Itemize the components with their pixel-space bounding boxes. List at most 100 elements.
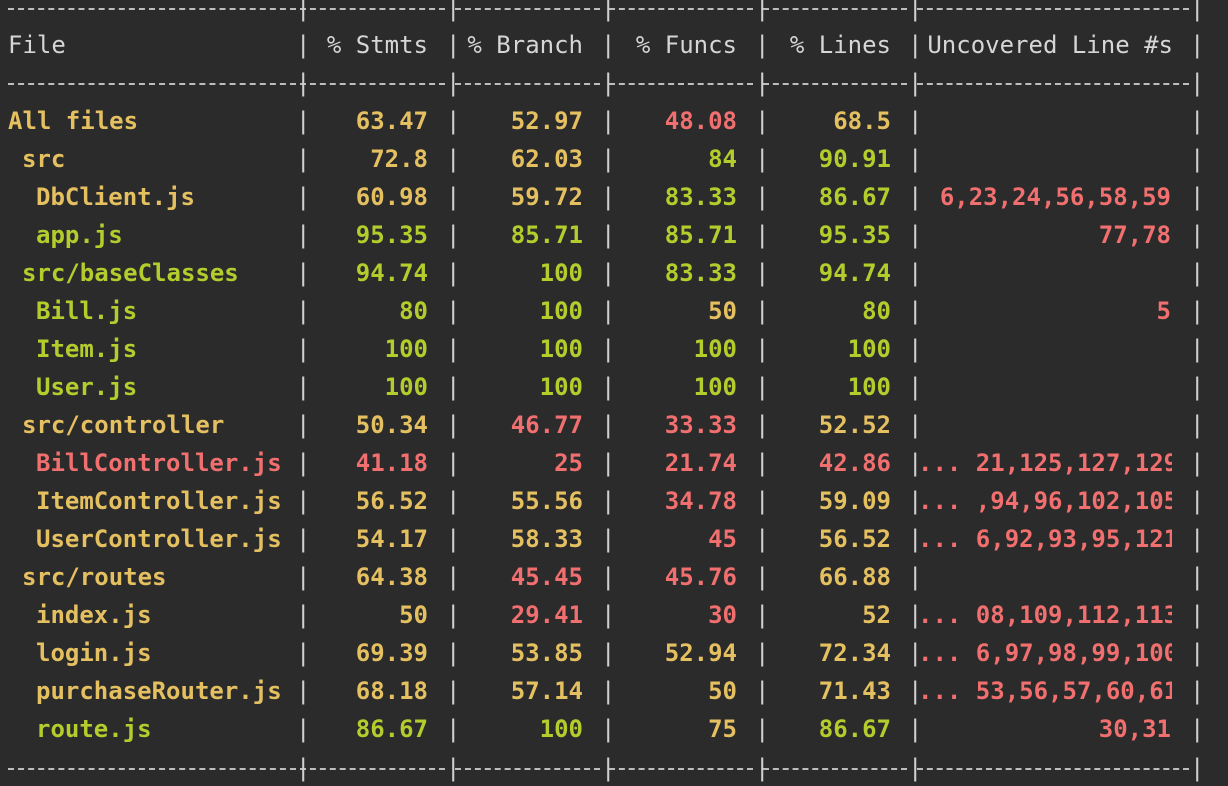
uncovered-lines [917,368,1171,406]
row-divider: | [601,487,616,515]
header-divider: | [755,31,770,59]
file-name: src/baseClasses [22,259,239,287]
file-name: ItemController.js [36,487,282,515]
file-name: src [22,145,66,173]
row-divider: | [446,297,461,325]
row-divider: | [446,601,461,629]
row-divider: | [296,677,311,705]
row-divider: | [1190,449,1205,477]
row-divider: | [601,677,616,705]
row-divider: | [446,259,461,287]
row-divider: | [446,183,461,211]
branch-value: 57.14 [510,677,583,705]
column-header-file: File [8,31,66,59]
lines-value: 68.5 [833,107,891,135]
separator-divider: | [755,69,770,97]
row-divider: | [908,449,923,477]
stmts-value: 50 [399,601,428,629]
uncovered-lines [917,330,1171,368]
row-divider: | [601,297,616,325]
file-name: BillController.js [36,449,282,477]
separator-dash [609,768,753,770]
row-divider: | [601,107,616,135]
row-divider: | [296,449,311,477]
uncovered-lines [917,140,1171,178]
separator-divider: | [601,754,616,782]
uncovered-lines: 30,31 [1098,715,1171,743]
row-divider: | [1190,677,1205,705]
file-name: route.js [36,715,152,743]
stmts-value: 72.8 [370,145,428,173]
row-divider: | [446,563,461,591]
row-divider: | [1190,411,1205,439]
funcs-value: 83.33 [664,183,737,211]
uncovered-lines [917,102,1171,140]
branch-value: 100 [539,259,583,287]
row-divider: | [755,373,770,401]
separator-dash [917,768,1189,770]
row-divider: | [908,525,923,553]
row-divider: | [755,183,770,211]
row-divider: | [446,677,461,705]
row-divider: | [296,297,311,325]
row-divider: | [755,145,770,173]
separator-dash [8,8,296,10]
column-header-stmts: % Stmts [326,31,428,59]
uncovered-lines: ... 53,56,57,60,61 [918,677,1172,705]
separator-dash [455,8,600,10]
stmts-value: 100 [384,335,428,363]
row-divider: | [446,449,461,477]
header-divider: | [446,31,461,59]
separator-dash [917,8,1189,10]
row-divider: | [1190,107,1205,135]
row-divider: | [296,715,311,743]
row-divider: | [755,221,770,249]
file-name: login.js [36,639,152,667]
lines-value: 94.74 [818,259,891,287]
row-divider: | [601,563,616,591]
separator-divider: | [446,69,461,97]
row-divider: | [601,411,616,439]
stmts-value: 60.98 [355,183,428,211]
separator-dash [455,768,600,770]
row-divider: | [755,449,770,477]
row-divider: | [601,601,616,629]
separator-divider: | [296,754,311,782]
lines-value: 52.52 [818,411,891,439]
uncovered-lines: 6,23,24,56,58,59 [939,183,1171,211]
branch-value: 100 [539,297,583,325]
row-divider: | [1190,145,1205,173]
row-divider: | [1190,297,1205,325]
row-divider: | [446,335,461,363]
column-header-uncovered: Uncovered Line #s [927,31,1173,59]
header-divider: | [908,31,923,59]
funcs-value: 21.74 [664,449,737,477]
separator-dash [300,8,445,10]
row-divider: | [296,525,311,553]
lines-value: 86.67 [818,715,891,743]
row-divider: | [296,373,311,401]
uncovered-lines [917,254,1171,292]
lines-value: 80 [862,297,891,325]
separator-dash [300,83,445,85]
row-divider: | [755,601,770,629]
lines-value: 52 [862,601,891,629]
row-divider: | [601,525,616,553]
stmts-value: 56.52 [355,487,428,515]
row-divider: | [601,221,616,249]
branch-value: 62.03 [510,145,583,173]
stmts-value: 94.74 [355,259,428,287]
separator-divider: | [908,69,923,97]
stmts-value: 80 [399,297,428,325]
stmts-value: 95.35 [355,221,428,249]
row-divider: | [446,639,461,667]
uncovered-lines: ... 21,125,127,129 [918,449,1172,477]
row-divider: | [446,107,461,135]
stmts-value: 63.47 [355,107,428,135]
row-divider: | [601,335,616,363]
row-divider: | [908,107,923,135]
row-divider: | [296,563,311,591]
separator-dash [763,83,907,85]
file-name: src/controller [22,411,225,439]
row-divider: | [1190,183,1205,211]
